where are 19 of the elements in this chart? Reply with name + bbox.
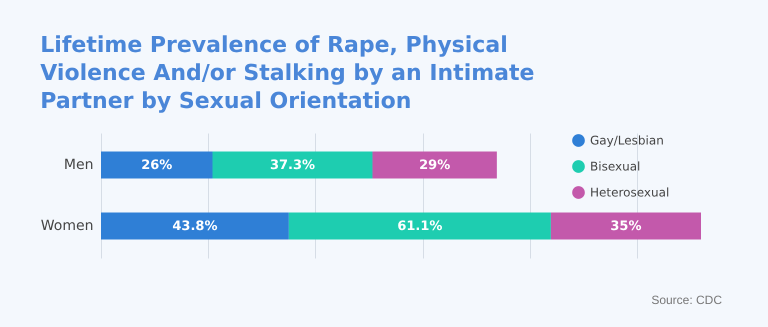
source-note: Source: CDC xyxy=(651,293,722,307)
bar xyxy=(288,212,551,240)
data-label: 35% xyxy=(610,218,642,234)
chart-title: Lifetime Prevalence of Rape, Physical Violence And/or Stalking by an Intimate Partner by Sexual Orientation xyxy=(40,33,534,114)
legend-label: Heterosexual xyxy=(590,186,670,200)
legend-label: Bisexual xyxy=(590,160,640,174)
legend-label: Gay/Lesbian xyxy=(590,134,664,148)
bar xyxy=(101,212,289,240)
bar xyxy=(372,152,497,179)
data-label: 43.8% xyxy=(172,218,218,234)
y-tick-label: Women xyxy=(40,218,94,234)
data-label: 29% xyxy=(419,158,450,174)
bar xyxy=(212,152,372,179)
data-label: 61.1% xyxy=(397,218,442,234)
data-label: 26% xyxy=(141,158,172,174)
bar xyxy=(550,212,701,240)
data-label: 37.3% xyxy=(270,158,316,174)
bar xyxy=(101,152,213,179)
y-tick-label: Men xyxy=(64,157,94,174)
